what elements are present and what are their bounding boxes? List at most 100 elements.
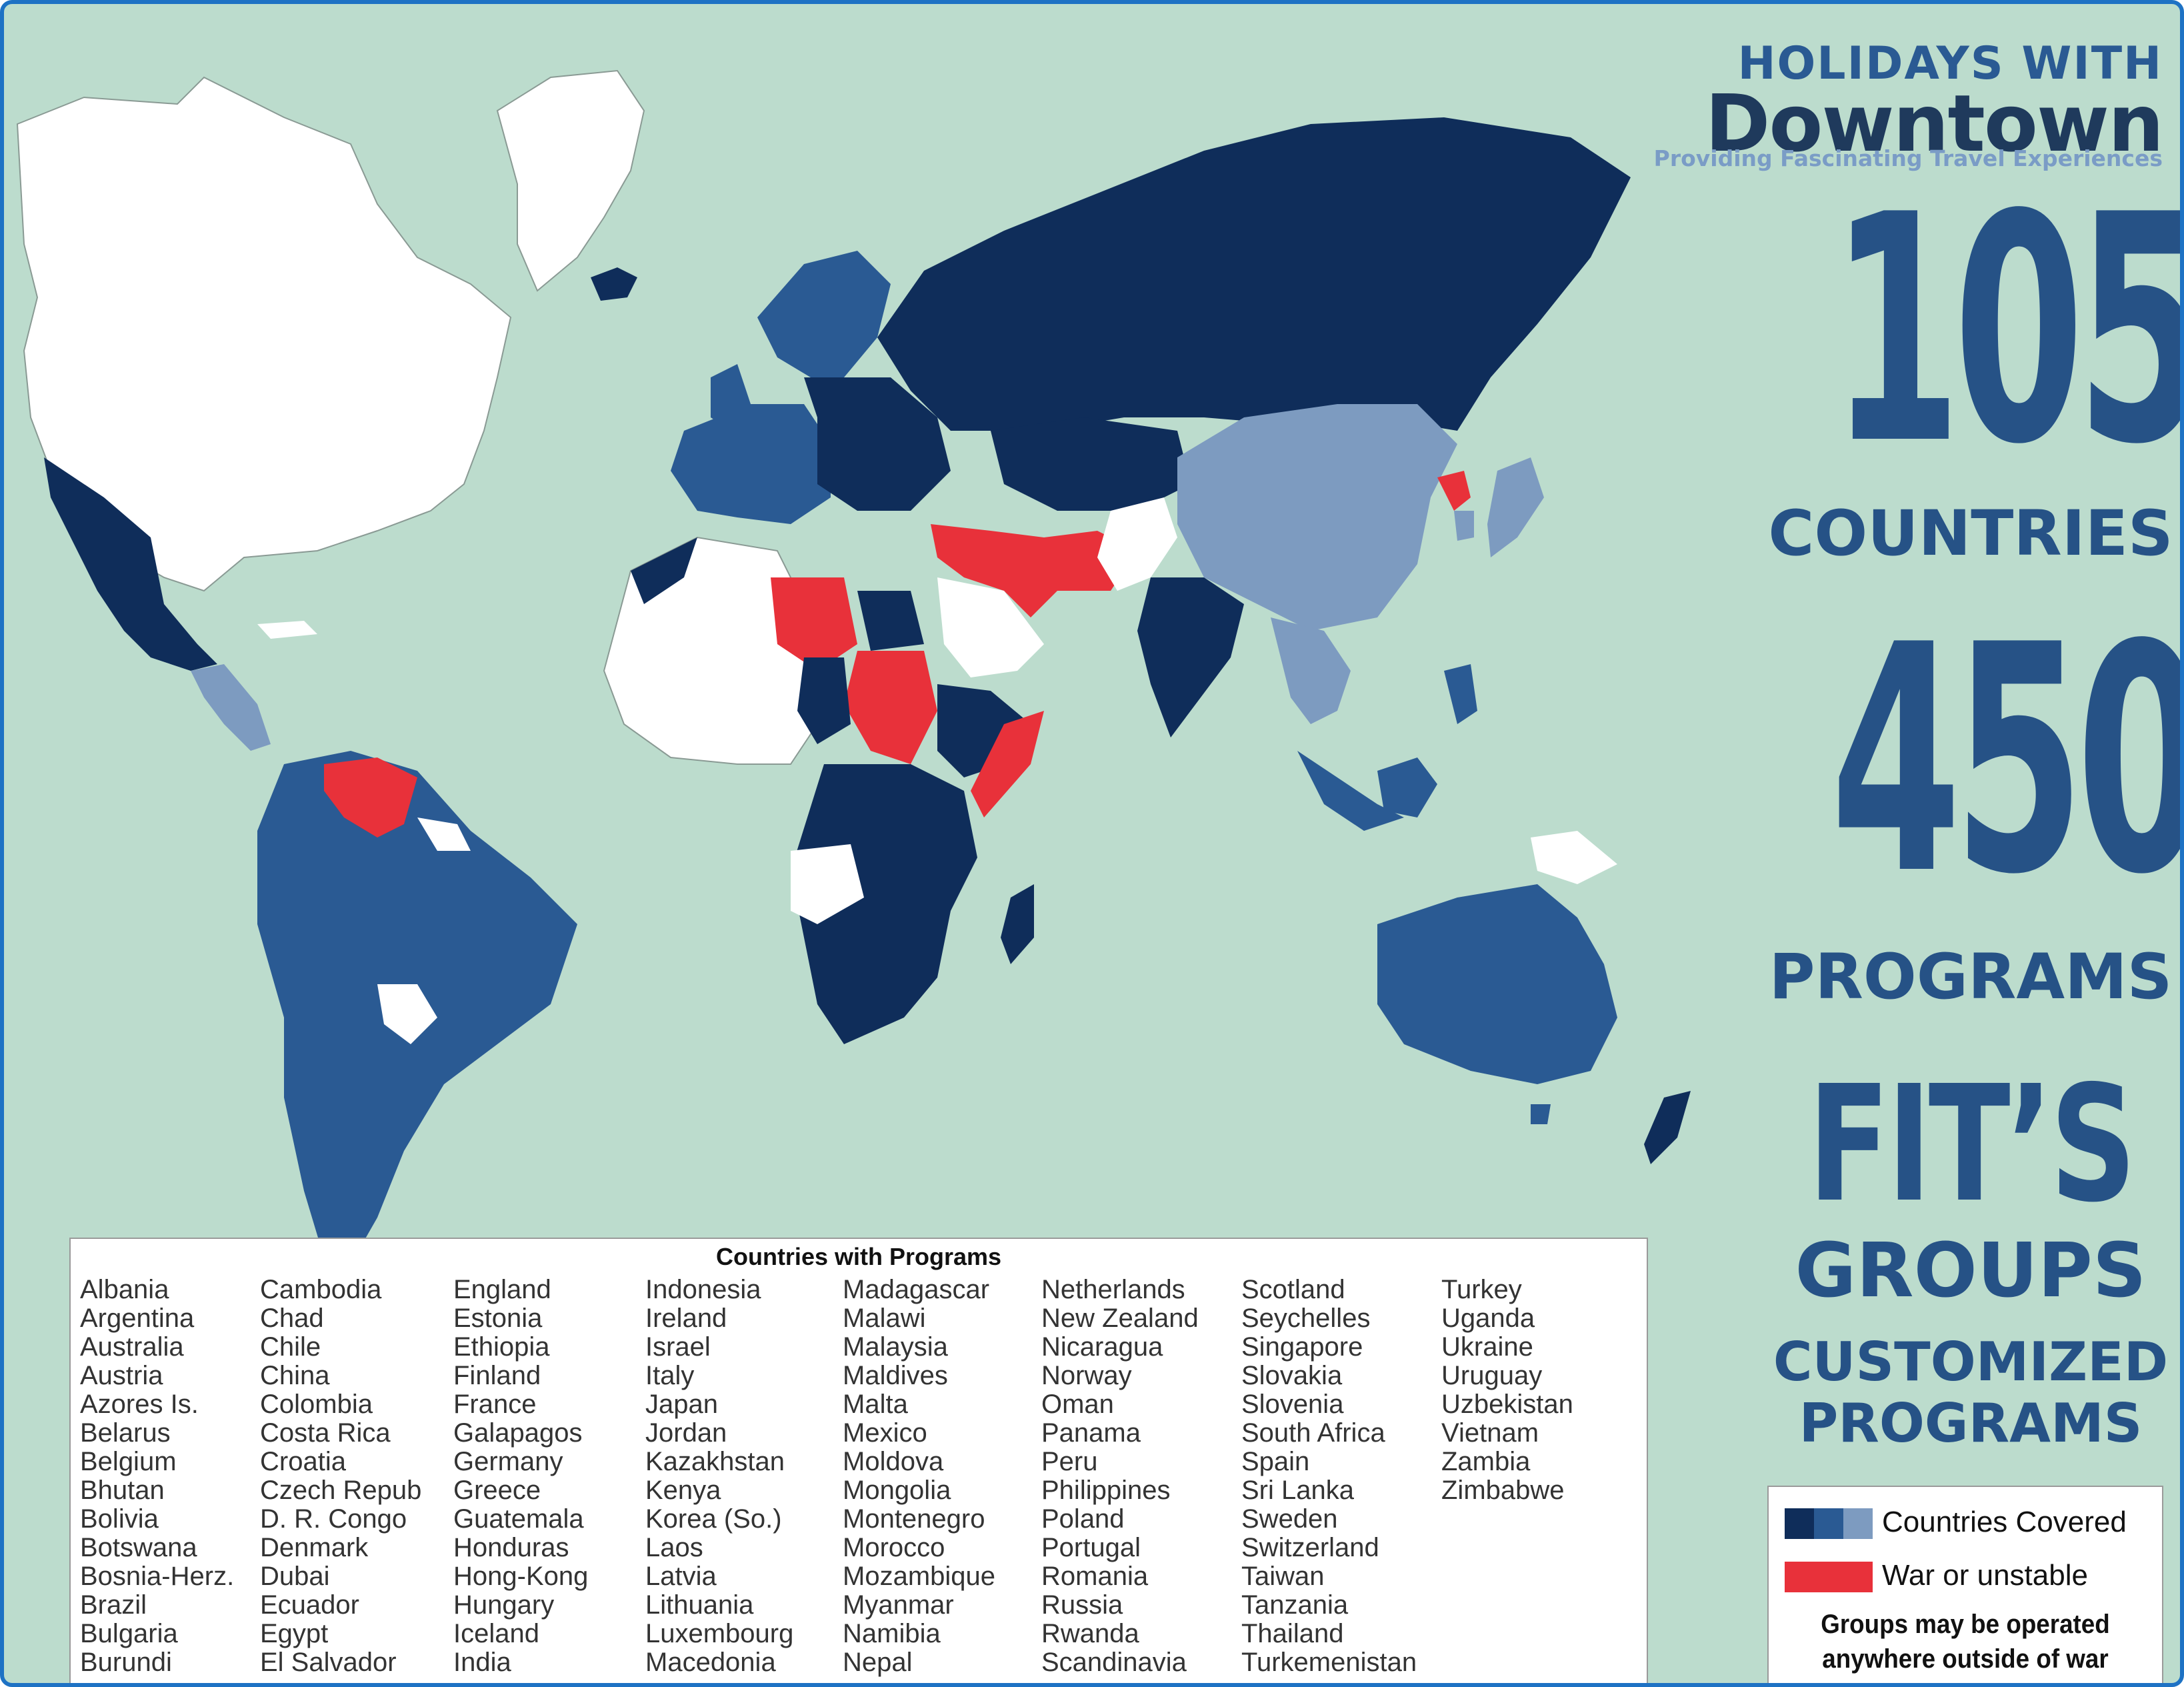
- customized-label-line-1: CUSTOMIZED: [1773, 1331, 2169, 1393]
- country-name: Ireland: [645, 1304, 727, 1333]
- world-map: [16, 69, 1691, 1264]
- region-pakistan: [1097, 497, 1177, 591]
- country-name: Burundi: [80, 1648, 172, 1677]
- country-name: Poland: [1041, 1504, 1125, 1534]
- country-name: Montenegro: [843, 1504, 985, 1534]
- country-name: Cambodia: [260, 1275, 382, 1304]
- country-name: Ethiopia: [453, 1332, 550, 1362]
- country-column: Madagascar Malawi Malaysia Maldives Malta Mex…: [843, 1276, 995, 1677]
- country-name: Morocco: [843, 1533, 945, 1562]
- country-name: Rwanda: [1041, 1619, 1139, 1648]
- country-name: Macedonia: [645, 1648, 776, 1677]
- legend-swatch-light: [1843, 1508, 1873, 1539]
- country-name: Azores Is.: [80, 1390, 199, 1419]
- region-southeast-asia: [1271, 617, 1351, 724]
- country-name: Nicaragua: [1041, 1332, 1163, 1362]
- country-name: Bulgaria: [80, 1619, 178, 1648]
- country-name: China: [260, 1361, 330, 1390]
- legend-note-line-1: Groups may be operated: [1821, 1610, 2110, 1639]
- region-new-zealand: [1644, 1091, 1691, 1164]
- country-name: Italy: [645, 1361, 695, 1390]
- country-name: Albania: [80, 1275, 169, 1304]
- country-name: Luxembourg: [645, 1619, 794, 1648]
- country-name: Egypt: [260, 1619, 329, 1648]
- country-name: Bosnia-Herz.: [80, 1562, 235, 1591]
- region-north-america: [16, 76, 512, 592]
- region-iceland: [591, 267, 637, 301]
- country-name: Myanmar: [843, 1590, 954, 1620]
- region-mexico: [44, 457, 217, 671]
- country-column: Netherlands New Zealand Nicaragua Norway Oma…: [1041, 1276, 1199, 1677]
- country-column: Turkey Uganda Ukraine Uruguay Uzbekistan Viet…: [1441, 1276, 1573, 1505]
- country-name: El Salvador: [260, 1648, 397, 1677]
- region-chad: [797, 657, 851, 744]
- country-name: Seychelles: [1241, 1304, 1371, 1333]
- country-name: Botswana: [80, 1533, 197, 1562]
- country-name: Portugal: [1041, 1533, 1141, 1562]
- country-name: Sweden: [1241, 1504, 1338, 1534]
- country-name: Norway: [1041, 1361, 1132, 1390]
- country-name: Turkemenistan: [1241, 1648, 1417, 1677]
- region-morocco: [631, 537, 697, 604]
- region-china: [1177, 404, 1457, 631]
- legend: Countries Covered War or unstable Groups…: [1767, 1486, 2163, 1683]
- country-name: Ecuador: [260, 1590, 359, 1620]
- legend-swatch-dark: [1785, 1508, 1814, 1539]
- country-name: Bhutan: [80, 1476, 165, 1505]
- country-name: Belarus: [80, 1418, 171, 1448]
- country-name: Peru: [1041, 1447, 1098, 1476]
- region-africa-central-south: [791, 764, 977, 1044]
- country-name: Turkey: [1441, 1275, 1522, 1304]
- country-name: Denmark: [260, 1533, 369, 1562]
- region-indonesia: [1297, 751, 1404, 831]
- country-name: Germany: [453, 1447, 563, 1476]
- country-name: South Africa: [1241, 1418, 1385, 1448]
- customized-label-line-2: PROGRAMS: [1799, 1392, 2143, 1454]
- region-egypt: [857, 591, 924, 651]
- country-name: Nepal: [843, 1648, 913, 1677]
- country-name: Argentina: [80, 1304, 195, 1333]
- region-australia: [1377, 884, 1617, 1084]
- country-name: Australia: [80, 1332, 184, 1362]
- legend-war-label: War or unstable: [1882, 1559, 2088, 1592]
- brand-line-1: HOLIDAYS WITH: [1737, 37, 2163, 90]
- country-name: Chile: [260, 1332, 321, 1362]
- country-name: Mexico: [843, 1418, 927, 1448]
- country-name: Tanzania: [1241, 1590, 1349, 1620]
- region-europe-east: [804, 377, 951, 511]
- country-name: Korea (So.): [645, 1504, 782, 1534]
- country-name: Jordan: [645, 1418, 727, 1448]
- country-name: D. R. Congo: [260, 1504, 407, 1534]
- region-guianas: [417, 817, 471, 851]
- region-angola: [791, 844, 864, 924]
- country-name: New Zealand: [1041, 1304, 1199, 1333]
- country-name: Honduras: [453, 1533, 569, 1562]
- legend-swatch-mid: [1814, 1508, 1843, 1539]
- country-name: Uruguay: [1441, 1361, 1543, 1390]
- countries-count: 105: [1831, 148, 2184, 513]
- legend-note-line-2: anywhere outside of war zones: [1822, 1644, 2109, 1683]
- region-greenland: [496, 69, 645, 292]
- country-name: Moldova: [843, 1447, 944, 1476]
- region-caribbean: [257, 621, 317, 639]
- legend-note: Groups may be operated anywhere outside …: [1785, 1607, 2147, 1683]
- country-name: Indonesia: [645, 1275, 761, 1304]
- country-name: Zimbabwe: [1441, 1476, 1565, 1505]
- region-kazakhstan: [991, 417, 1191, 511]
- region-philippines: [1444, 664, 1477, 724]
- country-name: France: [453, 1390, 537, 1419]
- country-name: Mongolia: [843, 1476, 951, 1505]
- countries-list-title: Countries with Programs: [715, 1243, 1002, 1270]
- programs-label: PROGRAMS: [1769, 941, 2173, 1014]
- country-name: Galapagos: [453, 1418, 583, 1448]
- country-name: Switzerland: [1241, 1533, 1379, 1562]
- country-name: Greece: [453, 1476, 541, 1505]
- region-paraguay: [377, 984, 437, 1044]
- country-name: Czech Repub: [260, 1476, 422, 1505]
- region-japan: [1487, 457, 1544, 557]
- region-madagascar: [1001, 884, 1034, 964]
- country-name: Namibia: [843, 1619, 941, 1648]
- country-name: Latvia: [645, 1562, 717, 1591]
- country-name: Malaysia: [843, 1332, 948, 1362]
- legend-swatch-war: [1785, 1562, 1873, 1592]
